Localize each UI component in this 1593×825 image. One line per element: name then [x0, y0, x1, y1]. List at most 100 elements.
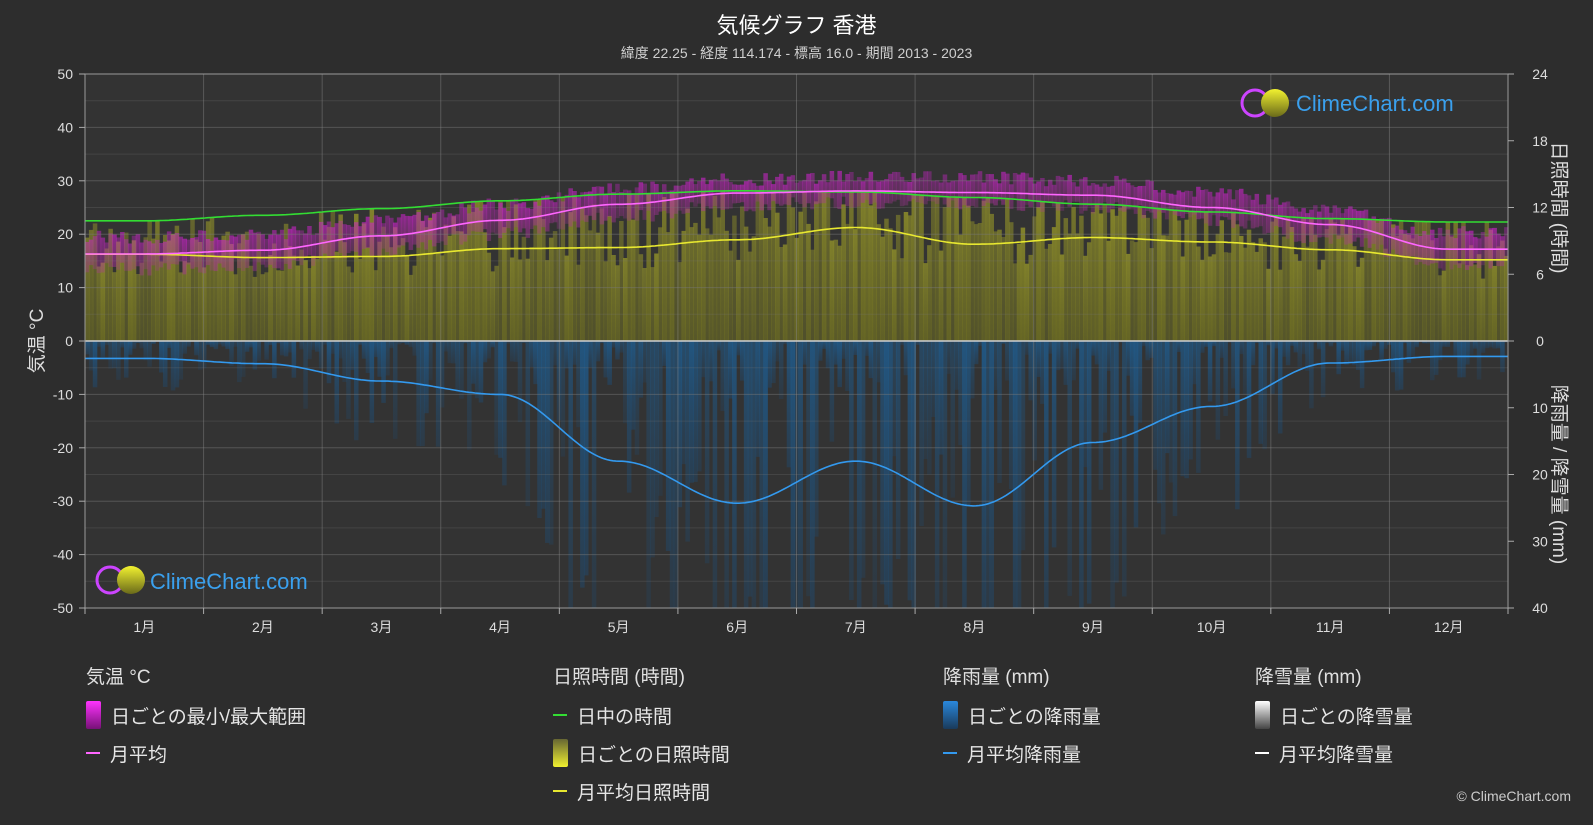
daily-temp-range-bar	[396, 217, 402, 248]
daily-rain-bar	[467, 341, 472, 450]
daily-temp-range-bar	[1098, 186, 1104, 211]
daily-temp-range-bar	[307, 226, 312, 256]
daily-rain-bar	[1192, 341, 1197, 385]
daily-rain-bar	[1098, 341, 1104, 490]
daily-temp-range-bar	[1122, 178, 1127, 212]
daily-sunshine-bar	[100, 262, 106, 341]
daily-sunshine-bar	[1055, 203, 1061, 341]
daily-rain-bar	[470, 341, 476, 384]
daily-sunshine-bar	[1453, 222, 1458, 341]
daily-sunshine-bar	[1441, 270, 1447, 341]
daily-sunshine-bar	[443, 224, 449, 341]
daily-rain-bar	[1164, 341, 1170, 454]
daily-rain-bar	[279, 341, 285, 356]
daily-sunshine-bar	[1472, 264, 1478, 341]
daily-temp-range-bar	[1445, 229, 1451, 262]
daily-temp-range-bar	[1067, 174, 1072, 207]
daily-sunshine-bar	[326, 226, 332, 341]
daily-rain-bar	[85, 341, 90, 355]
daily-sunshine-bar	[225, 231, 230, 341]
daily-temp-range-bar	[1336, 207, 1341, 239]
daily-temp-range-bar	[490, 201, 495, 233]
daily-sunshine-bar	[985, 197, 991, 341]
daily-rain-bar	[229, 341, 234, 366]
daily-sunshine-bar	[385, 235, 390, 341]
daily-temp-range-bar	[135, 234, 141, 267]
daily-sunshine-bar	[474, 201, 480, 341]
daily-sunshine-bar	[88, 229, 94, 341]
daily-rain-bar	[334, 341, 340, 424]
legend-swatch	[553, 714, 567, 716]
daily-rain-bar	[817, 341, 823, 361]
right-top-axis-title: 日照時間 (時間)	[1548, 142, 1570, 274]
daily-temp-range-bar	[127, 243, 133, 271]
daily-rain-bar	[880, 341, 885, 585]
daily-sunshine-bar	[977, 223, 983, 341]
daily-sunshine-bar	[459, 231, 464, 341]
daily-rain-bar	[447, 341, 453, 364]
daily-sunshine-bar	[198, 242, 203, 341]
legend-rain: 降雨量 (mm) 日ごとの降雨量 月平均降雨量	[943, 662, 1101, 779]
right-top-tick-label: 12	[1532, 200, 1548, 216]
daily-temp-range-bar	[580, 192, 585, 221]
month-label: 5月	[608, 619, 630, 635]
daily-sunshine-bar	[439, 255, 445, 341]
daily-sunshine-bar	[1098, 213, 1104, 341]
daily-rain-bar	[451, 341, 456, 364]
daily-rain-bar	[1125, 341, 1131, 376]
daily-sunshine-bar	[1340, 218, 1345, 341]
daily-sunshine-bar	[993, 231, 998, 341]
daily-rain-bar	[1480, 341, 1486, 353]
daily-rain-bar	[708, 341, 714, 382]
daily-sunshine-bar	[1192, 211, 1197, 341]
daily-rain-bar	[299, 341, 304, 350]
daily-rain-bar	[287, 341, 293, 353]
daily-rain-bar	[642, 341, 647, 383]
daily-sunshine-bar	[1125, 253, 1131, 341]
daily-sunshine-bar	[724, 230, 729, 341]
daily-sunshine-bar	[856, 191, 862, 341]
daily-temp-range-bar	[888, 173, 893, 204]
daily-sunshine-bar	[634, 194, 640, 341]
daily-sunshine-bar	[989, 213, 994, 341]
daily-rain-bar	[833, 341, 839, 365]
daily-temp-range-bar	[911, 173, 917, 199]
daily-rain-bar	[186, 341, 191, 347]
daily-sunshine-bar	[357, 258, 363, 341]
daily-rain-bar	[1012, 341, 1018, 608]
daily-temp-range-bar	[841, 181, 846, 197]
daily-rain-bar	[931, 341, 936, 417]
daily-rain-bar	[552, 341, 558, 366]
daily-temp-range-bar	[1196, 186, 1201, 220]
daily-temp-range-bar	[977, 171, 983, 199]
daily-temp-range-bar	[1422, 231, 1427, 265]
daily-sunshine-bar	[1293, 254, 1299, 341]
daily-temp-range-bar	[1426, 235, 1431, 266]
daily-sunshine-bar	[794, 237, 800, 341]
daily-rain-bar	[615, 341, 620, 360]
daily-rain-bar	[509, 341, 515, 362]
daily-temp-range-bar	[311, 235, 316, 266]
daily-sunshine-bar	[568, 212, 573, 341]
legend-label: 日ごとの降雨量	[968, 706, 1101, 728]
daily-rain-bar	[564, 341, 570, 369]
daily-rain-bar	[1149, 341, 1154, 358]
daily-sunshine-bar	[1336, 235, 1341, 341]
daily-rain-bar	[1157, 341, 1162, 504]
daily-sunshine-bar	[1410, 238, 1416, 341]
daily-sunshine-bar	[1414, 221, 1419, 341]
daily-sunshine-bar	[416, 209, 421, 341]
daily-rain-bar	[572, 341, 577, 365]
daily-rain-bar	[541, 341, 546, 509]
daily-sunshine-bar	[252, 276, 258, 341]
daily-sunshine-bar	[603, 261, 609, 341]
daily-sunshine-bar	[743, 226, 749, 341]
daily-rain-bar	[463, 341, 468, 344]
daily-rain-bar	[112, 341, 117, 369]
daily-temp-range-bar	[1055, 175, 1061, 211]
daily-rain-bar	[272, 341, 277, 379]
daily-sunshine-bar	[1457, 263, 1462, 341]
daily-rain-bar	[638, 341, 644, 398]
daily-temp-range-bar	[973, 174, 979, 208]
